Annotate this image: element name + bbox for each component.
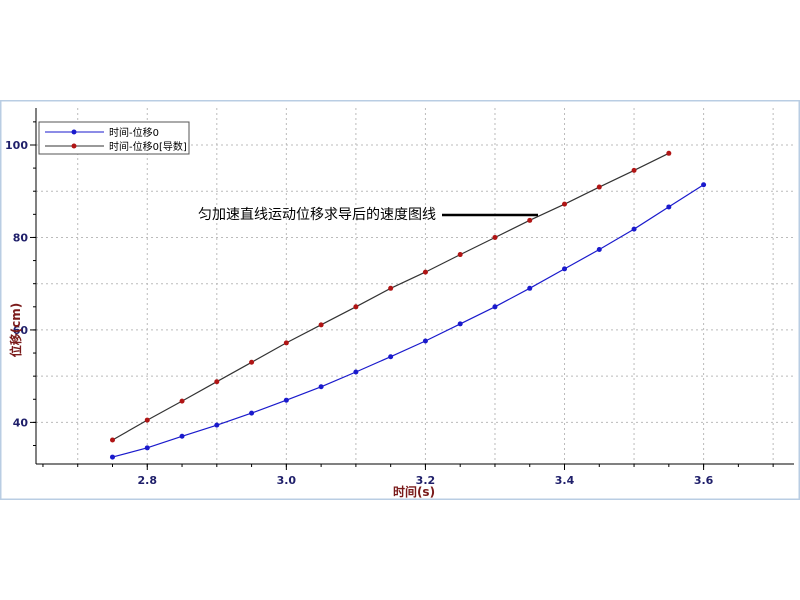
legend-marker-series-0 [71, 129, 77, 135]
data-point-series-1 [144, 417, 150, 423]
data-point-series-1 [422, 269, 428, 275]
data-point-series-1 [562, 201, 568, 207]
data-point-series-0 [388, 354, 394, 360]
data-point-series-0 [631, 226, 637, 232]
y-tick-label: 100 [5, 139, 28, 152]
data-point-series-0 [596, 246, 602, 252]
data-point-series-1 [388, 285, 394, 291]
x-tick-label: 3.0 [277, 474, 297, 487]
annotation-text: 匀加速直线运动位移求导后的速度图线 [198, 206, 436, 223]
y-tick-label: 80 [13, 231, 29, 244]
axes-layer: 2.8 3.0 3.2 3.4 3.6 40 60 80 100 [5, 108, 794, 487]
data-point-series-0 [527, 285, 533, 291]
data-point-series-0 [214, 422, 220, 428]
x-tick-label: 3.2 [416, 474, 436, 487]
data-point-series-0 [492, 304, 498, 310]
data-point-series-0 [318, 384, 324, 390]
y-axis-label: 位移(cm) [8, 303, 23, 358]
data-point-series-0 [283, 397, 289, 403]
y-tick-label: 60 [13, 324, 29, 337]
data-point-series-1 [492, 234, 498, 240]
data-point-series-0 [666, 204, 672, 210]
y-tick-label: 40 [13, 416, 29, 429]
data-point-series-1 [109, 437, 115, 443]
legend-label-series-0: 时间-位移0 [109, 126, 159, 139]
series-layer [109, 150, 707, 460]
data-point-series-1 [666, 150, 672, 156]
data-point-series-0 [701, 182, 707, 188]
data-point-series-1 [283, 340, 289, 346]
x-tick-label: 3.6 [694, 474, 714, 487]
data-point-series-0 [109, 454, 115, 460]
x-tick-label: 3.4 [555, 474, 575, 487]
grid-layer [36, 108, 794, 464]
data-point-series-1 [457, 252, 463, 258]
legend-box [38, 121, 190, 155]
x-axis-label: 时间(s) [393, 484, 435, 499]
chart-frame: 2.8 3.0 3.2 3.4 3.6 40 60 80 100 时间(s) 位移(cm) 时间… [0, 99, 800, 501]
data-point-series-1 [631, 167, 637, 173]
series-line-0 [112, 184, 704, 458]
x-tick-label: 2.8 [138, 474, 158, 487]
data-point-series-0 [353, 369, 359, 375]
legend-marker-series-1 [71, 143, 77, 149]
data-point-series-0 [179, 433, 185, 439]
data-point-series-0 [562, 266, 568, 272]
data-point-series-1 [318, 322, 324, 328]
data-point-series-1 [179, 398, 185, 404]
plot-area [36, 108, 794, 464]
data-point-series-1 [527, 217, 533, 223]
legend: 时间-位移0 时间-位移0[导数] [38, 121, 190, 155]
data-point-series-1 [596, 184, 602, 190]
data-point-series-0 [422, 338, 428, 344]
legend-label-series-1: 时间-位移0[导数] [109, 140, 187, 153]
data-point-series-0 [144, 445, 150, 451]
data-point-series-0 [457, 321, 463, 327]
data-point-series-0 [249, 410, 255, 416]
data-point-series-1 [214, 379, 220, 385]
data-point-series-1 [249, 359, 255, 365]
chart-svg: 2.8 3.0 3.2 3.4 3.6 40 60 80 100 时间(s) 位移(cm) 时间… [0, 99, 800, 501]
data-point-series-1 [353, 304, 359, 310]
